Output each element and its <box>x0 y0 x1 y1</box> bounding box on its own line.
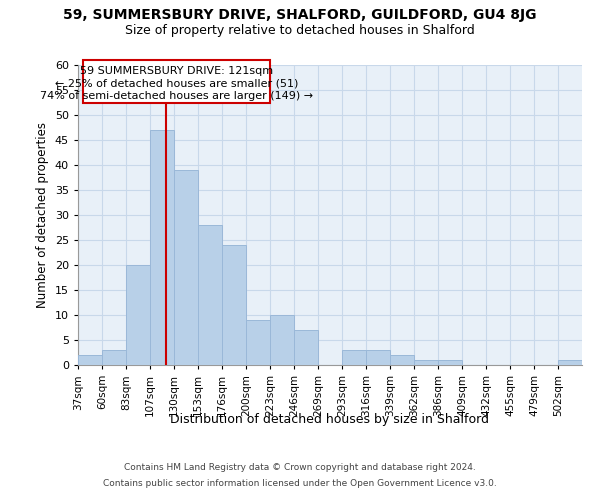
Text: Size of property relative to detached houses in Shalford: Size of property relative to detached ho… <box>125 24 475 37</box>
Bar <box>78 355 102 365</box>
Bar <box>366 350 390 365</box>
Text: 74% of semi-detached houses are larger (149) →: 74% of semi-detached houses are larger (… <box>40 91 313 101</box>
Bar <box>390 355 414 365</box>
Bar <box>246 320 270 365</box>
Bar <box>438 360 462 365</box>
Bar <box>83 60 270 102</box>
Bar <box>270 315 294 365</box>
Text: ← 25% of detached houses are smaller (51): ← 25% of detached houses are smaller (51… <box>55 78 298 88</box>
Bar <box>198 225 222 365</box>
Bar <box>126 265 150 365</box>
Text: 59, SUMMERSBURY DRIVE, SHALFORD, GUILDFORD, GU4 8JG: 59, SUMMERSBURY DRIVE, SHALFORD, GUILDFO… <box>63 8 537 22</box>
Bar <box>150 130 174 365</box>
Bar <box>174 170 198 365</box>
Bar <box>294 330 318 365</box>
Bar <box>102 350 126 365</box>
Text: 59 SUMMERSBURY DRIVE: 121sqm: 59 SUMMERSBURY DRIVE: 121sqm <box>80 66 273 76</box>
Bar <box>222 245 246 365</box>
Bar <box>558 360 582 365</box>
Bar <box>414 360 438 365</box>
Text: Contains HM Land Registry data © Crown copyright and database right 2024.: Contains HM Land Registry data © Crown c… <box>124 462 476 471</box>
Text: Contains public sector information licensed under the Open Government Licence v3: Contains public sector information licen… <box>103 479 497 488</box>
Y-axis label: Number of detached properties: Number of detached properties <box>36 122 49 308</box>
Text: Distribution of detached houses by size in Shalford: Distribution of detached houses by size … <box>170 412 490 426</box>
Bar <box>342 350 366 365</box>
